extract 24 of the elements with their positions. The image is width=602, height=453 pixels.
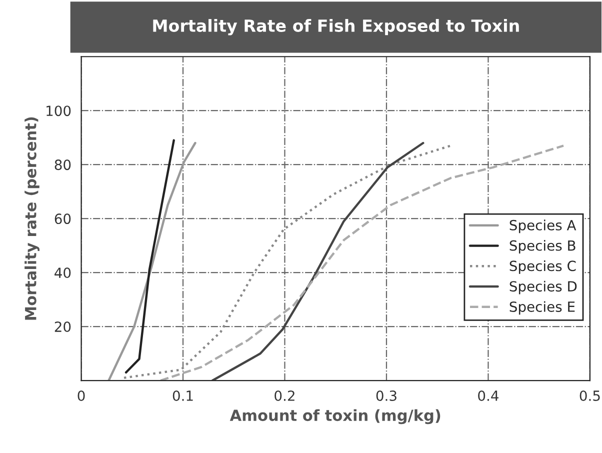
line-series (124, 139, 175, 374)
y-tick-label: 100 (46, 106, 71, 116)
y-tick-label: 60 (54, 214, 71, 224)
x-axis-title: Amount of toxin (mg/kg) (230, 409, 440, 424)
x-tick-label: 0 (78, 390, 85, 401)
line-series (122, 144, 452, 379)
line-series (160, 144, 565, 381)
x-tick-label: 0.5 (580, 390, 600, 401)
x-tick-label: 0.4 (478, 390, 498, 401)
x-tick-label: 0.1 (172, 390, 193, 401)
legend-label: Species B (510, 240, 576, 254)
y-tick-label: 20 (54, 322, 71, 332)
line-series (108, 142, 196, 381)
y-axis-title: Mortality rate (percent) (24, 117, 40, 320)
legend-label: Species C (510, 260, 576, 274)
y-tick-label: 80 (54, 160, 71, 170)
x-tick-label: 0.2 (274, 390, 294, 401)
x-tick-label: 0.3 (376, 390, 396, 401)
legend-label: Species A (510, 220, 576, 234)
legend-label: Species D (510, 280, 577, 294)
legend-label: Species E (510, 301, 575, 315)
y-tick-label: 40 (54, 268, 71, 278)
chart-title: Mortality Rate of Fish Exposed to Toxin (153, 19, 519, 36)
line-series (211, 142, 424, 381)
